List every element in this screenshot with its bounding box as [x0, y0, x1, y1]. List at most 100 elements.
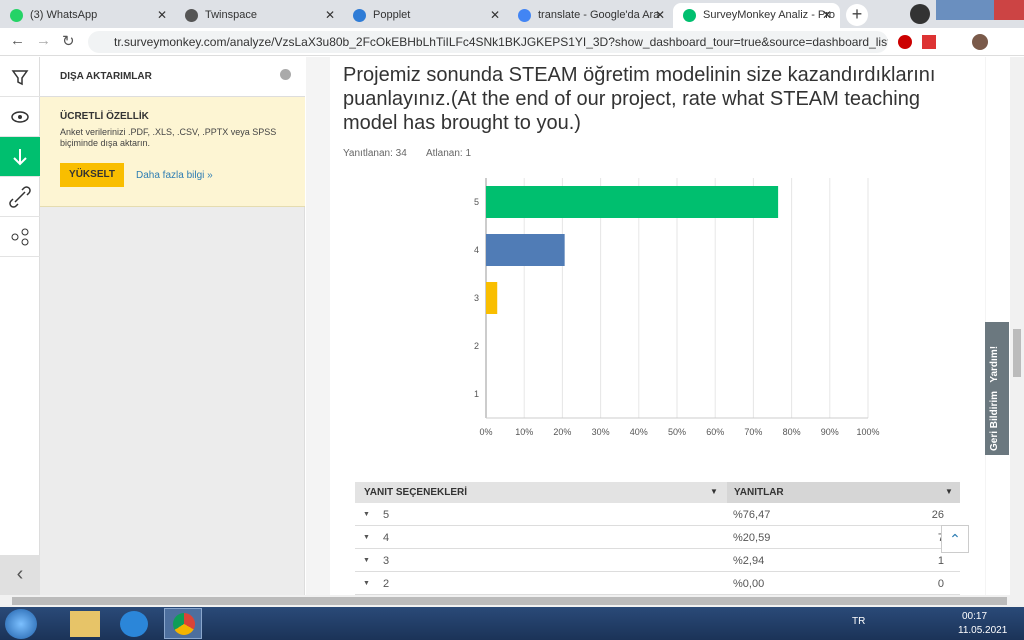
extension-icon[interactable]: [898, 35, 912, 49]
table-row[interactable]: ▼ 4 %20,59 7: [355, 526, 960, 549]
answered-count: Yanıtlanan: 34: [343, 148, 407, 159]
tab[interactable]: translate - Google'da Ara ✕: [508, 3, 673, 28]
question-card: [330, 57, 985, 595]
row-caret[interactable]: ▼: [363, 580, 370, 587]
tab-close[interactable]: ✕: [489, 8, 500, 22]
share-icon[interactable]: [0, 217, 40, 257]
help-icon[interactable]: [280, 69, 291, 80]
x-tick-label: 90%: [821, 427, 839, 437]
main-area: [306, 57, 986, 595]
feedback-tab[interactable]: Geri Bildirim Yardım!: [985, 322, 1009, 455]
tab-close[interactable]: ✕: [821, 8, 832, 22]
x-tick-label: 60%: [706, 427, 724, 437]
tab-icon: [518, 9, 531, 22]
export-icon[interactable]: [0, 137, 40, 177]
icon: [11, 111, 29, 123]
ie-icon[interactable]: [120, 611, 148, 637]
answer-choice: 3: [383, 555, 390, 567]
bar-chart: 0% 10% 20% 30% 40% 50% 60% 70% 80% 90% 100% 5 4 3 2 1: [474, 178, 880, 437]
horizontal-scrollbar: [0, 595, 1024, 607]
window-controls[interactable]: [936, 0, 1024, 20]
sort-caret[interactable]: ▼: [945, 487, 953, 496]
table-row[interactable]: ▼ 2 %0,00 0: [355, 572, 960, 595]
column-header[interactable]: YANITLAR: [734, 487, 784, 498]
filter-icon[interactable]: [0, 57, 40, 97]
row-caret[interactable]: ▼: [363, 534, 370, 541]
bar: [486, 186, 779, 218]
upgrade-button[interactable]: YÜKSELT: [60, 163, 124, 187]
view-icon[interactable]: [0, 97, 40, 137]
tab-icon: [185, 9, 198, 22]
sort-caret[interactable]: ▼: [710, 487, 718, 496]
icon: [11, 228, 29, 246]
bar: [486, 234, 565, 266]
x-tick-label: 70%: [744, 427, 762, 437]
tab-close[interactable]: ✕: [156, 8, 167, 22]
scroll-thumb[interactable]: [12, 597, 1007, 605]
extension-icon[interactable]: [922, 35, 936, 49]
tab[interactable]: (3) WhatsApp ✕: [0, 3, 175, 28]
taskbar: TR 00:17 11.05.2021: [0, 607, 1024, 640]
tab-title: Popplet: [373, 9, 411, 21]
language[interactable]: TR: [852, 616, 866, 627]
chrome-icon[interactable]: [164, 608, 202, 639]
icon: [13, 149, 27, 166]
table-header: YANIT SEÇENEKLERİ ▼ YANITLAR ▼: [355, 482, 960, 503]
column-header-bg: [727, 482, 960, 503]
scroll-top-button[interactable]: ⌃: [941, 525, 969, 553]
clock-time[interactable]: 00:17: [962, 611, 988, 622]
response-count: 26: [931, 509, 944, 521]
column-header[interactable]: YANIT SEÇENEKLERİ: [364, 487, 467, 498]
feedback-label[interactable]: Geri Bildirim: [989, 390, 1000, 451]
link-icon[interactable]: [0, 177, 40, 217]
toolbar: ← → ↻ tr.surveymonkey.com/analyze/VzsLaX…: [0, 28, 1024, 56]
table-row[interactable]: ▼ 3 %2,94 1: [355, 549, 960, 572]
vertical-scrollbar: [1010, 57, 1024, 595]
answer-choice: 4: [383, 532, 390, 544]
tab-close[interactable]: ✕: [324, 8, 335, 22]
table-row[interactable]: ▼ 5 %76,47 26: [355, 503, 960, 526]
back-button[interactable]: ←: [10, 32, 25, 49]
explorer-icon[interactable]: [70, 611, 100, 637]
learn-more-link[interactable]: Daha fazla bilgi »: [136, 170, 213, 181]
response-percent: %76,47: [733, 509, 771, 521]
collapse-button[interactable]: ‹: [0, 555, 40, 595]
response-percent: %0,00: [733, 578, 765, 590]
x-tick-label: 10%: [515, 427, 533, 437]
tab-icon: [353, 9, 366, 22]
row-caret[interactable]: ▼: [363, 557, 370, 564]
y-tick-label: 5: [474, 197, 479, 207]
account-avatar[interactable]: [972, 34, 988, 50]
address-bar[interactable]: tr.surveymonkey.com/analyze/VzsLaX3u80b_…: [88, 31, 888, 53]
bar: [486, 282, 498, 314]
chrome-logo: [173, 613, 195, 635]
row-caret[interactable]: ▼: [363, 511, 370, 518]
tab-active[interactable]: SurveyMonkey Analiz - Pro ✕: [673, 3, 840, 28]
start-button[interactable]: [5, 609, 37, 639]
y-tick-label: 2: [474, 341, 479, 351]
response-count: 1: [937, 555, 944, 567]
feedback-text: Geri Bildirim Yardım!: [989, 326, 1000, 451]
icon-strip: ‹: [0, 57, 40, 595]
question-title: Projemiz sonunda STEAM öğretim modelinin…: [343, 64, 936, 134]
x-tick-label: 0%: [479, 427, 492, 437]
tab-title: Twinspace: [205, 9, 257, 21]
clock-date[interactable]: 11.05.2021: [958, 625, 1008, 636]
help-label[interactable]: Yardım!: [989, 345, 1000, 383]
response-percent: %20,59: [733, 532, 771, 544]
tab[interactable]: Popplet ✕: [343, 3, 508, 28]
profile[interactable]: [910, 4, 930, 24]
tab[interactable]: Twinspace ✕: [175, 3, 343, 28]
tab-title: translate - Google'da Ara: [538, 9, 660, 21]
new-tab[interactable]: +: [846, 4, 868, 26]
icon: [9, 186, 31, 208]
reload-button[interactable]: ↻: [62, 33, 75, 50]
x-tick-label: 20%: [553, 427, 571, 437]
scroll-thumb[interactable]: [1013, 329, 1021, 377]
promo-title: ÜCRETLİ ÖZELLİK: [60, 111, 149, 122]
sidebar-header: DIŞA AKTARIMLAR: [40, 57, 305, 97]
tab-close[interactable]: ✕: [654, 8, 665, 22]
y-tick-label: 1: [474, 389, 479, 399]
forward-button[interactable]: →: [36, 32, 51, 49]
